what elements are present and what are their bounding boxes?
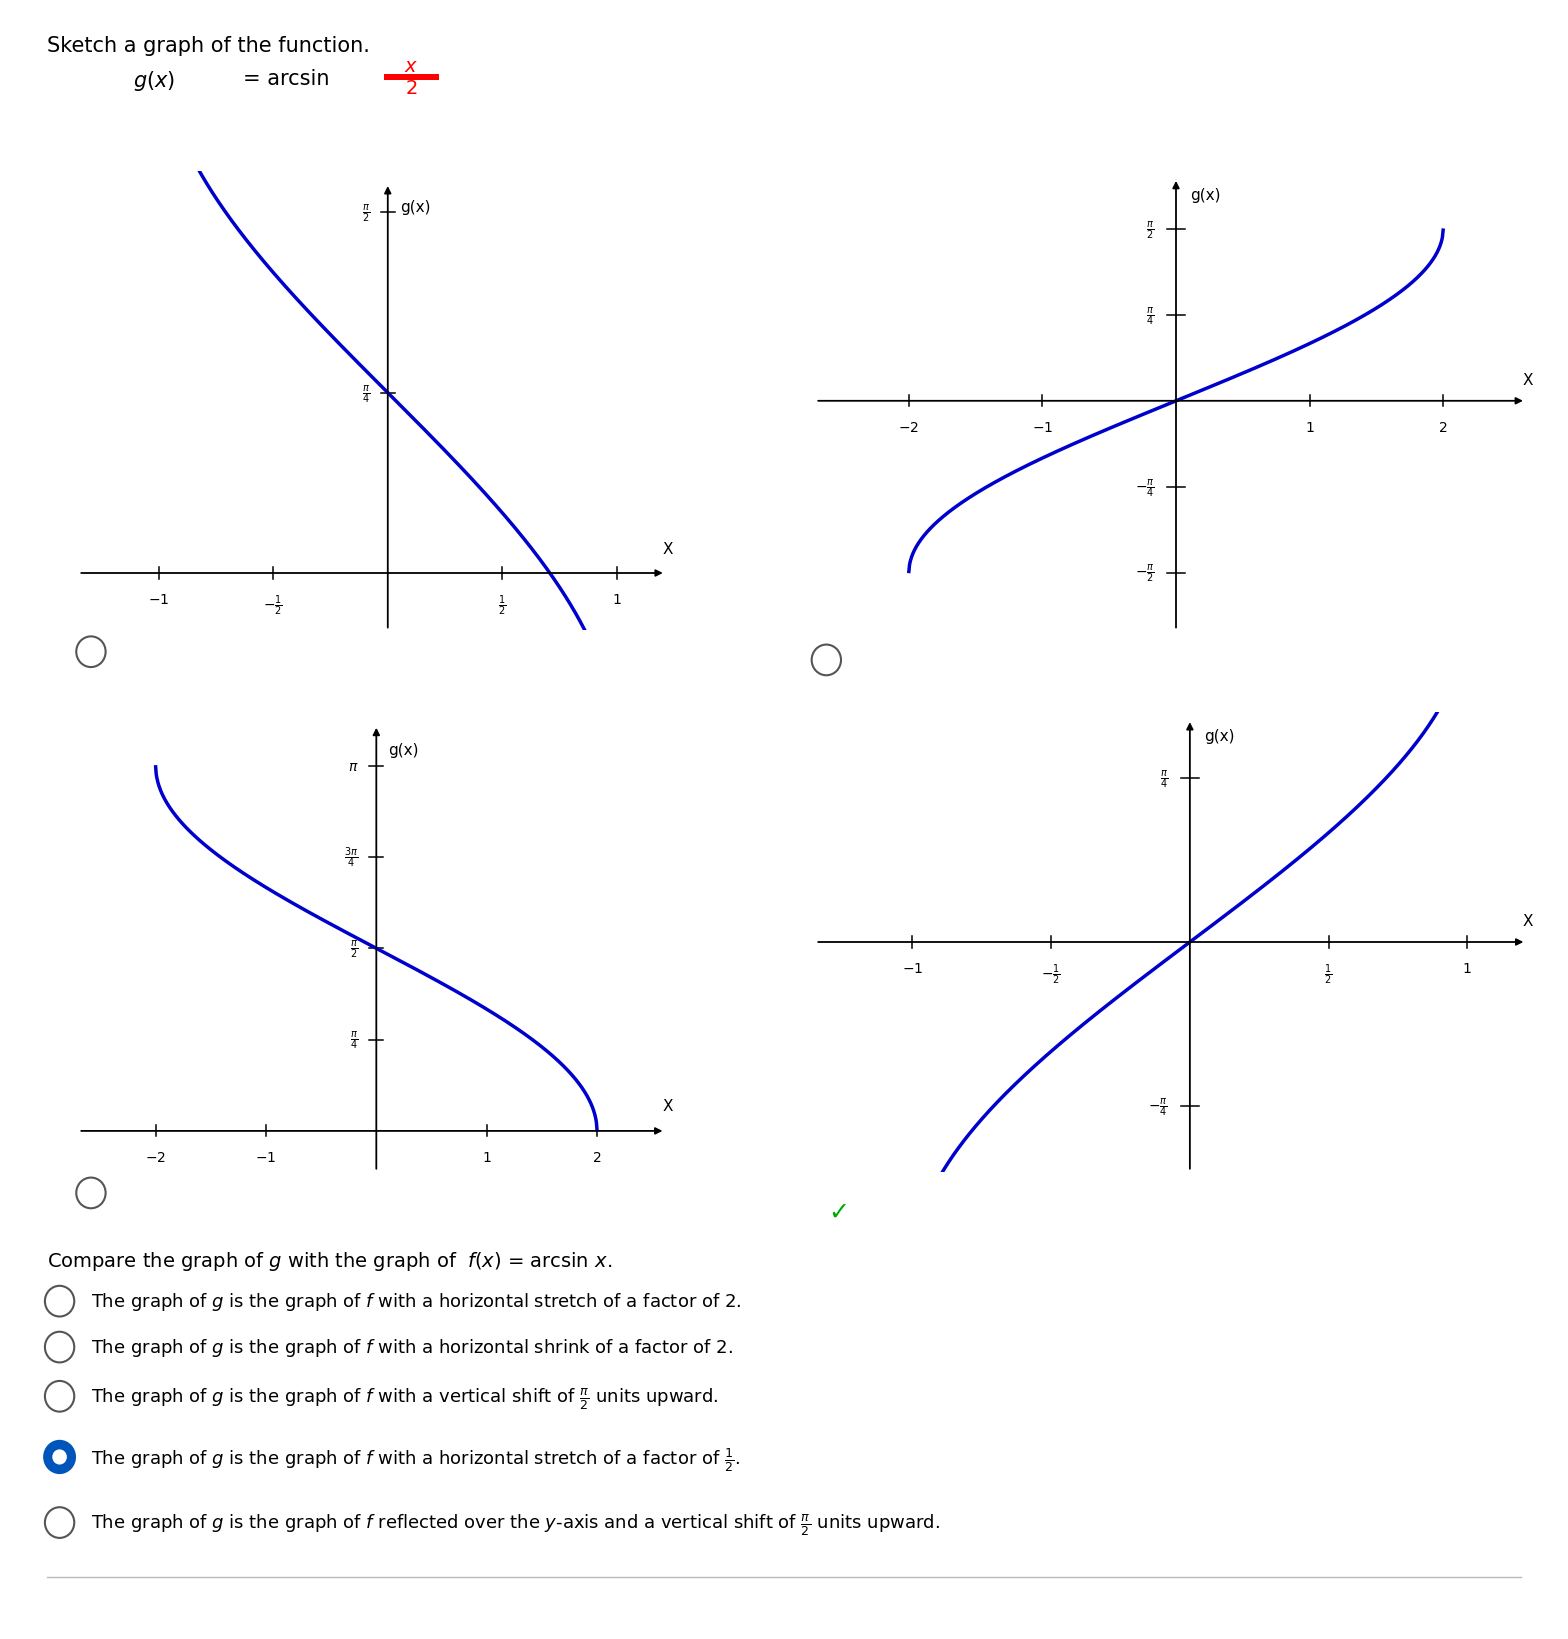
Text: X: X: [662, 1098, 673, 1113]
Text: $g(x)$: $g(x)$: [133, 69, 176, 93]
Text: g(x): g(x): [1190, 188, 1221, 203]
Text: $\mathit{x}$: $\mathit{x}$: [403, 57, 419, 77]
Text: $-\frac{1}{2}$: $-\frac{1}{2}$: [1041, 962, 1062, 987]
Text: $\frac{\pi}{4}$: $\frac{\pi}{4}$: [362, 382, 370, 405]
Text: X: X: [663, 541, 673, 557]
Circle shape: [44, 1441, 75, 1473]
Text: $\frac{1}{2}$: $\frac{1}{2}$: [499, 593, 506, 618]
Text: $-\frac{\pi}{4}$: $-\frac{\pi}{4}$: [1135, 477, 1154, 498]
Text: $1$: $1$: [1463, 962, 1472, 975]
Text: $\frac{\pi}{2}$: $\frac{\pi}{2}$: [1146, 220, 1154, 241]
Text: The graph of $g$ is the graph of $f$ with a vertical shift of $\frac{\pi}{2}$ un: The graph of $g$ is the graph of $f$ wit…: [91, 1385, 718, 1411]
Text: $\mathit{2}$: $\mathit{2}$: [405, 79, 417, 98]
Text: X: X: [1523, 372, 1532, 388]
Text: The graph of $g$ is the graph of $f$ reflected over the $y$-axis and a vertical : The graph of $g$ is the graph of $f$ ref…: [91, 1511, 941, 1537]
Text: g(x): g(x): [389, 742, 419, 757]
Text: Sketch a graph of the function.: Sketch a graph of the function.: [47, 36, 370, 56]
Text: $-1$: $-1$: [902, 962, 924, 975]
Text: $\pi$: $\pi$: [348, 759, 359, 774]
Text: g(x): g(x): [400, 200, 430, 215]
Text: $1$: $1$: [481, 1151, 491, 1164]
Text: $-\frac{\pi}{4}$: $-\frac{\pi}{4}$: [1148, 1095, 1168, 1118]
Text: $\frac{\pi}{4}$: $\frac{\pi}{4}$: [350, 1029, 359, 1051]
Text: The graph of $g$ is the graph of $f$ with a horizontal stretch of a factor of $\: The graph of $g$ is the graph of $f$ wit…: [91, 1446, 740, 1473]
Text: $\frac{\pi}{4}$: $\frac{\pi}{4}$: [1160, 767, 1168, 790]
Circle shape: [53, 1451, 66, 1464]
Text: $-1$: $-1$: [147, 593, 169, 606]
Text: $-2$: $-2$: [898, 421, 919, 434]
Text: The graph of $g$ is the graph of $f$ with a horizontal stretch of a factor of 2.: The graph of $g$ is the graph of $f$ wit…: [91, 1290, 742, 1311]
Text: $\frac{\pi}{2}$: $\frac{\pi}{2}$: [350, 938, 359, 959]
Text: $\frac{\pi}{4}$: $\frac{\pi}{4}$: [1146, 305, 1154, 326]
Text: Compare the graph of $g$ with the graph of  $f(x)$ = arcsin $x$.: Compare the graph of $g$ with the graph …: [47, 1249, 612, 1272]
Text: $\frac{3\pi}{4}$: $\frac{3\pi}{4}$: [345, 846, 359, 870]
Text: = arcsin: = arcsin: [243, 69, 329, 89]
Text: $1$: $1$: [1305, 421, 1314, 434]
Text: g(x): g(x): [1204, 729, 1234, 744]
Text: $-1$: $-1$: [1032, 421, 1054, 434]
Text: $2$: $2$: [593, 1151, 602, 1164]
Text: $-\frac{1}{2}$: $-\frac{1}{2}$: [263, 593, 284, 618]
Text: $\frac{1}{2}$: $\frac{1}{2}$: [1325, 962, 1333, 987]
Text: $-1$: $-1$: [256, 1151, 276, 1164]
Text: The graph of $g$ is the graph of $f$ with a horizontal shrink of a factor of 2.: The graph of $g$ is the graph of $f$ wit…: [91, 1336, 734, 1357]
Text: $1$: $1$: [612, 593, 622, 606]
Text: $\frac{\pi}{2}$: $\frac{\pi}{2}$: [362, 202, 370, 225]
Text: ✓: ✓: [828, 1200, 848, 1224]
Text: $-2$: $-2$: [146, 1151, 166, 1164]
Text: $-\frac{\pi}{2}$: $-\frac{\pi}{2}$: [1135, 562, 1154, 583]
Text: $2$: $2$: [1438, 421, 1447, 434]
Text: X: X: [1523, 913, 1534, 929]
